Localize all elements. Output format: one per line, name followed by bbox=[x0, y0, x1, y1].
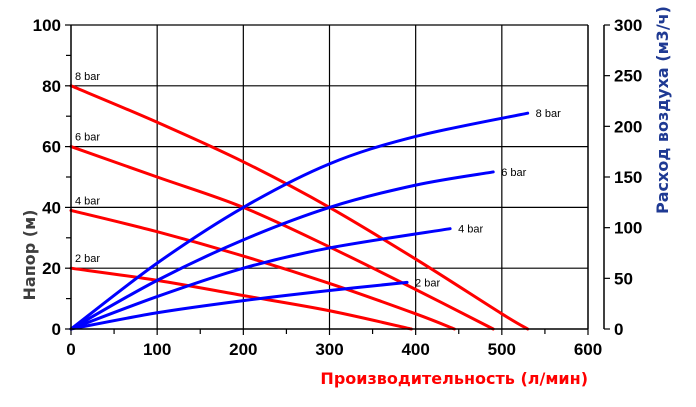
y-tick-label: 40 bbox=[42, 198, 61, 217]
air-curve-4-bar bbox=[69, 227, 452, 331]
y-tick-label: 80 bbox=[42, 77, 61, 96]
head-curve-label: 2 bar bbox=[75, 253, 100, 265]
x-tick-label: 500 bbox=[488, 340, 516, 359]
air-curve-label: 4 bar bbox=[458, 224, 483, 236]
y2-tick-label: 200 bbox=[614, 117, 642, 136]
grid bbox=[71, 24, 588, 329]
axes: 0 100 200 300 400 500 600 0 20 40 60 80 100 0 50 100 150… bbox=[33, 16, 643, 359]
y2-tick-label: 250 bbox=[614, 67, 642, 86]
x-tick-label: 600 bbox=[574, 340, 602, 359]
x-tick-label: 100 bbox=[143, 340, 171, 359]
air-curve-label: 6 bar bbox=[501, 167, 526, 179]
y2-tick-label: 300 bbox=[614, 16, 642, 35]
y-tick-label: 0 bbox=[52, 320, 61, 339]
head-curve-label: 4 bar bbox=[75, 195, 100, 207]
air-curve-label: 8 bar bbox=[536, 108, 561, 120]
y-axis-title: Напор (м) bbox=[20, 210, 39, 301]
air-curve-8-bar bbox=[69, 111, 530, 331]
head-curve-4-bar bbox=[69, 208, 456, 331]
y2-axis-title: Расход воздуха (м3/ч) bbox=[653, 6, 672, 214]
x-tick-label: 300 bbox=[315, 340, 343, 359]
air-curve-6-bar bbox=[69, 170, 495, 331]
y2-tick-label: 0 bbox=[614, 320, 623, 339]
head-curve-label: 8 bar bbox=[75, 71, 100, 83]
y-tick-label: 60 bbox=[42, 138, 61, 157]
x-tick-label: 0 bbox=[66, 340, 75, 359]
air-curve-label: 2 bar bbox=[415, 277, 440, 289]
y2-tick-label: 100 bbox=[614, 219, 642, 238]
series-labels: 8 bar 6 bar 4 bar 2 bar 8 bar 6 bar 4 bar 2 bar bbox=[75, 71, 561, 290]
head-curve-6-bar bbox=[69, 145, 495, 331]
x-tick-label: 400 bbox=[401, 340, 429, 359]
x-tick-label: 200 bbox=[229, 340, 257, 359]
head-curve-label: 6 bar bbox=[75, 132, 100, 144]
y2-tick-label: 150 bbox=[614, 168, 642, 187]
series-lines bbox=[69, 84, 530, 331]
y2-tick-label: 50 bbox=[614, 269, 633, 288]
air-curve-2-bar bbox=[69, 280, 409, 331]
y-tick-label: 20 bbox=[42, 259, 61, 278]
head-curve-2-bar bbox=[69, 266, 413, 331]
x-axis-title: Производительность (л/мин) bbox=[320, 369, 588, 388]
y-tick-label: 100 bbox=[33, 16, 61, 35]
